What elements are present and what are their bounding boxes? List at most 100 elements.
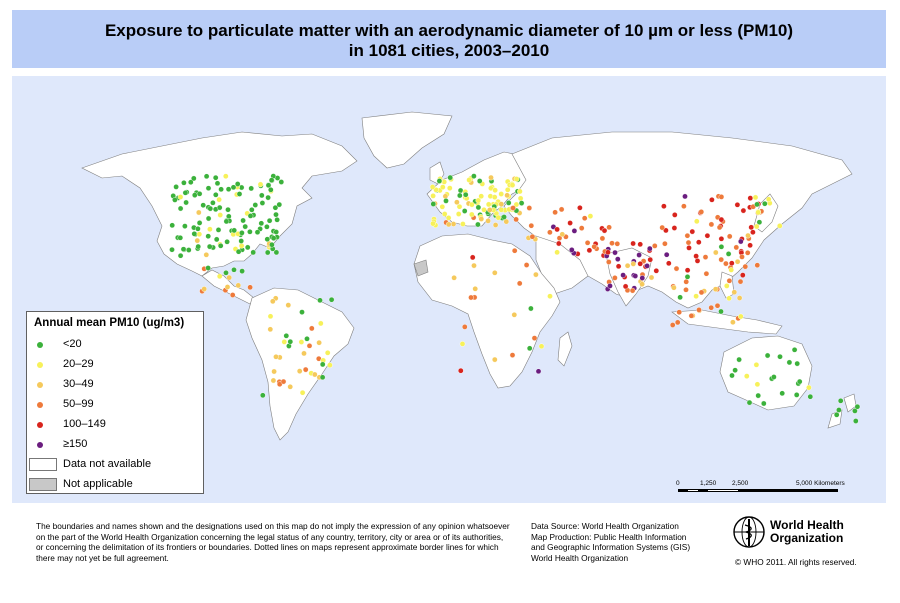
city-dot bbox=[744, 249, 751, 256]
city-dot bbox=[584, 239, 591, 246]
title-band: Exposure to particulate matter with an a… bbox=[12, 10, 886, 68]
city-dot bbox=[511, 311, 518, 318]
city-dot bbox=[526, 205, 533, 211]
city-dot bbox=[495, 214, 502, 221]
city-dot bbox=[265, 194, 271, 201]
city-dot bbox=[606, 259, 612, 265]
city-dot bbox=[615, 263, 622, 270]
city-dot bbox=[214, 180, 221, 187]
city-dot bbox=[718, 308, 724, 315]
city-dot bbox=[216, 204, 223, 211]
city-dot bbox=[528, 222, 535, 229]
city-dot bbox=[622, 283, 629, 290]
city-dot bbox=[726, 233, 733, 240]
city-dot bbox=[274, 216, 280, 223]
scale-bar-segment bbox=[688, 489, 698, 492]
city-dot bbox=[531, 335, 538, 341]
city-dot bbox=[676, 309, 683, 315]
city-dot bbox=[273, 211, 279, 218]
city-dot bbox=[629, 287, 636, 294]
city-dot bbox=[614, 240, 621, 247]
city-dot bbox=[547, 229, 553, 236]
city-dot bbox=[236, 191, 243, 197]
city-dot bbox=[244, 244, 251, 251]
legend-label: 50–99 bbox=[63, 398, 94, 410]
city-dot bbox=[771, 374, 777, 380]
city-dot bbox=[472, 285, 479, 292]
city-dot bbox=[231, 227, 237, 234]
city-dot bbox=[267, 326, 274, 333]
city-dot bbox=[280, 378, 287, 385]
copyright: © WHO 2011. All rights reserved. bbox=[735, 557, 857, 567]
city-dot bbox=[213, 236, 220, 243]
city-dot bbox=[203, 173, 210, 180]
city-dot bbox=[738, 313, 744, 320]
city-dot bbox=[693, 293, 699, 299]
city-dot bbox=[446, 185, 453, 191]
city-dot bbox=[513, 216, 519, 223]
city-dot bbox=[180, 246, 187, 252]
city-dot bbox=[258, 220, 265, 227]
city-dot bbox=[459, 341, 466, 347]
city-dot bbox=[491, 356, 498, 363]
city-dot bbox=[556, 240, 562, 247]
city-dot bbox=[231, 266, 237, 273]
city-dot bbox=[653, 267, 660, 274]
city-dot bbox=[476, 178, 483, 184]
legend-swatch bbox=[37, 442, 43, 448]
city-dot bbox=[216, 196, 222, 203]
legend-label: 30–49 bbox=[63, 378, 94, 390]
city-dot bbox=[837, 397, 844, 404]
city-dot bbox=[201, 286, 207, 292]
city-dot bbox=[501, 214, 507, 220]
city-dot bbox=[430, 220, 436, 227]
city-dot bbox=[754, 381, 761, 388]
city-dot bbox=[702, 254, 709, 260]
city-dot bbox=[732, 367, 738, 374]
who-name-line-1: World Health bbox=[770, 518, 844, 532]
city-dot bbox=[777, 353, 783, 360]
city-dot bbox=[478, 193, 485, 199]
city-dot bbox=[714, 302, 721, 309]
city-dot bbox=[287, 383, 294, 390]
map-title-line-2: in 1081 cities, 2003–2010 bbox=[348, 41, 550, 60]
city-dot bbox=[328, 296, 335, 303]
disclaimer: The boundaries and names shown and the d… bbox=[36, 521, 516, 563]
legend-item-lt20: <20 bbox=[27, 336, 203, 356]
australia-landmass bbox=[719, 335, 813, 411]
city-dot bbox=[615, 256, 621, 262]
city-dot bbox=[172, 197, 178, 203]
city-dot bbox=[223, 218, 230, 225]
disclaimer-line: The boundaries and names shown and the d… bbox=[36, 521, 510, 531]
city-dot bbox=[224, 284, 231, 290]
city-dot bbox=[436, 178, 443, 184]
not-applicable-swatch bbox=[29, 478, 57, 491]
city-dot bbox=[195, 209, 202, 216]
city-dot bbox=[457, 367, 464, 374]
city-dot bbox=[729, 260, 735, 266]
city-dot bbox=[182, 223, 188, 229]
city-dot bbox=[637, 241, 644, 248]
city-dot bbox=[242, 223, 248, 230]
city-dot bbox=[273, 353, 279, 360]
city-dot bbox=[177, 194, 184, 200]
city-dot bbox=[672, 212, 678, 218]
city-dot bbox=[663, 251, 670, 258]
city-dot bbox=[271, 368, 277, 375]
city-dot bbox=[718, 243, 725, 250]
city-dot bbox=[806, 384, 812, 391]
city-dot bbox=[752, 194, 759, 201]
city-dot bbox=[439, 203, 446, 210]
city-dot bbox=[754, 201, 760, 208]
city-dot bbox=[756, 219, 763, 225]
city-dot bbox=[252, 202, 259, 208]
city-dot bbox=[268, 177, 275, 183]
city-dot bbox=[833, 411, 840, 418]
source-line: and Geographic Information Systems (GIS) bbox=[531, 542, 691, 553]
city-dot bbox=[605, 249, 611, 256]
city-dot bbox=[689, 228, 696, 235]
city-dot bbox=[683, 278, 690, 285]
city-dot bbox=[793, 392, 800, 398]
greenland-landmass bbox=[361, 111, 453, 169]
city-dot bbox=[644, 263, 650, 269]
